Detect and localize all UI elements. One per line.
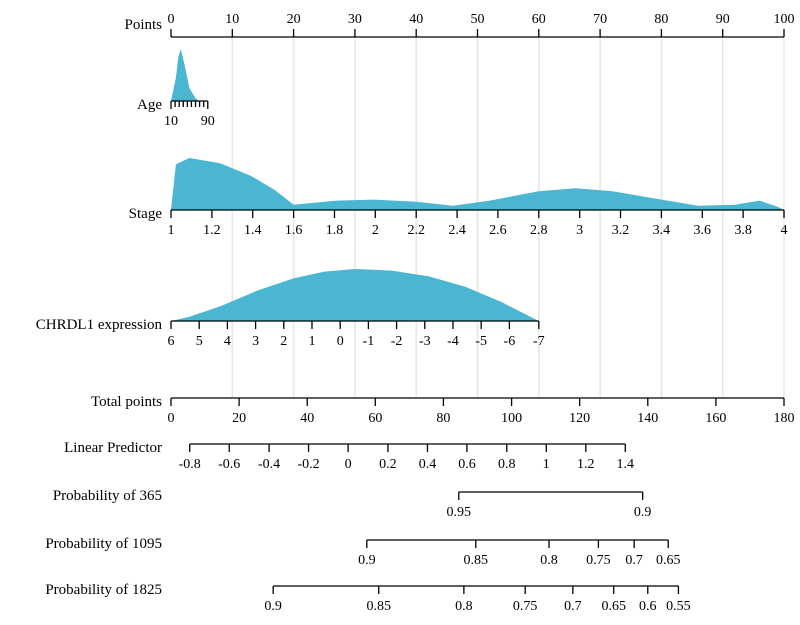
p1825-row-label: Probability of 1825 [45, 582, 162, 598]
p1095-tick-label: 0.9 [358, 553, 376, 568]
stage-tick-label: 2 [372, 223, 379, 238]
total-tick-label: 60 [368, 411, 382, 426]
p1095-row-label: Probability of 1095 [45, 536, 162, 552]
stage-tick-label: 2.2 [407, 223, 425, 238]
age-density [171, 49, 200, 101]
total-row-label: Total points [91, 394, 162, 410]
points-tick-label: 50 [471, 12, 485, 27]
p1825-tick-label: 0.85 [366, 599, 391, 614]
p1825-tick-label: 0.6 [639, 599, 657, 614]
p1095-tick-label: 0.75 [586, 553, 611, 568]
p1095-tick-label: 0.7 [625, 553, 643, 568]
stage-tick-label: 1.2 [203, 223, 221, 238]
chrdl1-tick-label: -1 [363, 334, 375, 349]
total-tick-label: 100 [501, 411, 522, 426]
stage-tick-label: 1 [168, 223, 175, 238]
lp-row-label: Linear Predictor [64, 440, 162, 456]
stage-tick-label: 1.4 [244, 223, 262, 238]
points-tick-label: 70 [593, 12, 607, 27]
points-tick-label: 90 [716, 12, 730, 27]
lp-tick-label: -0.8 [179, 457, 201, 472]
total-tick-label: 160 [705, 411, 726, 426]
chrdl1-tick-label: 5 [196, 334, 203, 349]
lp-tick-label: 1 [543, 457, 550, 472]
p365-tick-label: 0.95 [447, 505, 472, 520]
stage-tick-label: 3.4 [653, 223, 671, 238]
points-tick-label: 40 [409, 12, 423, 27]
p1825-tick-label: 0.55 [666, 599, 691, 614]
lp-tick-label: 0.4 [419, 457, 437, 472]
lp-tick-label: 0.2 [379, 457, 397, 472]
p1825-tick-label: 0.9 [264, 599, 282, 614]
chrdl1-tick-label: -6 [504, 334, 516, 349]
points-tick-label: 30 [348, 12, 362, 27]
stage-tick-label: 3.8 [734, 223, 752, 238]
p1825-tick-label: 0.75 [513, 599, 538, 614]
stage-tick-label: 1.8 [326, 223, 344, 238]
stage-density [171, 158, 784, 210]
stage-tick-label: 2.4 [448, 223, 466, 238]
lp-tick-label: 0.8 [498, 457, 516, 472]
p1095-tick-label: 0.8 [540, 553, 558, 568]
chrdl1-tick-label: 0 [337, 334, 344, 349]
age-tick-label: 90 [201, 114, 215, 129]
total-tick-label: 20 [232, 411, 246, 426]
stage-tick-label: 3.6 [694, 223, 712, 238]
p1095-tick-label: 0.65 [656, 553, 681, 568]
chrdl1-tick-label: 2 [280, 334, 287, 349]
total-tick-label: 40 [300, 411, 314, 426]
total-tick-label: 0 [168, 411, 175, 426]
stage-tick-label: 3.2 [612, 223, 630, 238]
chrdl1-tick-label: -7 [533, 334, 545, 349]
chrdl1-tick-label: 3 [252, 334, 259, 349]
total-tick-label: 120 [569, 411, 590, 426]
chrdl1-tick-label: 6 [168, 334, 175, 349]
stage-tick-label: 1.6 [285, 223, 303, 238]
p365-row-label: Probability of 365 [53, 488, 162, 504]
total-tick-label: 140 [637, 411, 658, 426]
lp-tick-label: 0.6 [458, 457, 476, 472]
stage-tick-label: 2.6 [489, 223, 507, 238]
lp-tick-label: -0.6 [218, 457, 240, 472]
chrdl1-row-label: CHRDL1 expression [36, 317, 163, 333]
stage-tick-label: 2.8 [530, 223, 548, 238]
points-tick-label: 80 [654, 12, 668, 27]
chrdl1-density [171, 269, 539, 321]
chrdl1-tick-label: -3 [419, 334, 431, 349]
lp-tick-label: 0 [345, 457, 352, 472]
chrdl1-tick-label: -5 [475, 334, 487, 349]
lp-tick-label: -0.2 [297, 457, 319, 472]
p1825-tick-label: 0.7 [564, 599, 582, 614]
points-tick-label: 0 [168, 12, 175, 27]
points-tick-label: 60 [532, 12, 546, 27]
age-tick-label: 10 [164, 114, 178, 129]
lp-tick-label: 1.2 [577, 457, 595, 472]
points-tick-label: 100 [774, 12, 795, 27]
stage-tick-label: 3 [576, 223, 583, 238]
p1095-tick-label: 0.85 [464, 553, 489, 568]
p1825-tick-label: 0.65 [601, 599, 626, 614]
p365-tick-label: 0.9 [634, 505, 652, 520]
chrdl1-tick-label: 1 [308, 334, 315, 349]
points-row-label: Points [124, 17, 162, 33]
p1825-tick-label: 0.8 [455, 599, 473, 614]
lp-tick-label: -0.4 [258, 457, 280, 472]
lp-tick-label: 1.4 [617, 457, 635, 472]
stage-row-label: Stage [129, 206, 163, 222]
chrdl1-tick-label: -2 [391, 334, 403, 349]
chrdl1-tick-label: -4 [447, 334, 459, 349]
points-tick-label: 10 [225, 12, 239, 27]
total-tick-label: 180 [774, 411, 795, 426]
total-tick-label: 80 [436, 411, 450, 426]
chrdl1-tick-label: 4 [224, 334, 231, 349]
stage-tick-label: 4 [781, 223, 788, 238]
age-row-label: Age [137, 97, 162, 113]
points-tick-label: 20 [287, 12, 301, 27]
